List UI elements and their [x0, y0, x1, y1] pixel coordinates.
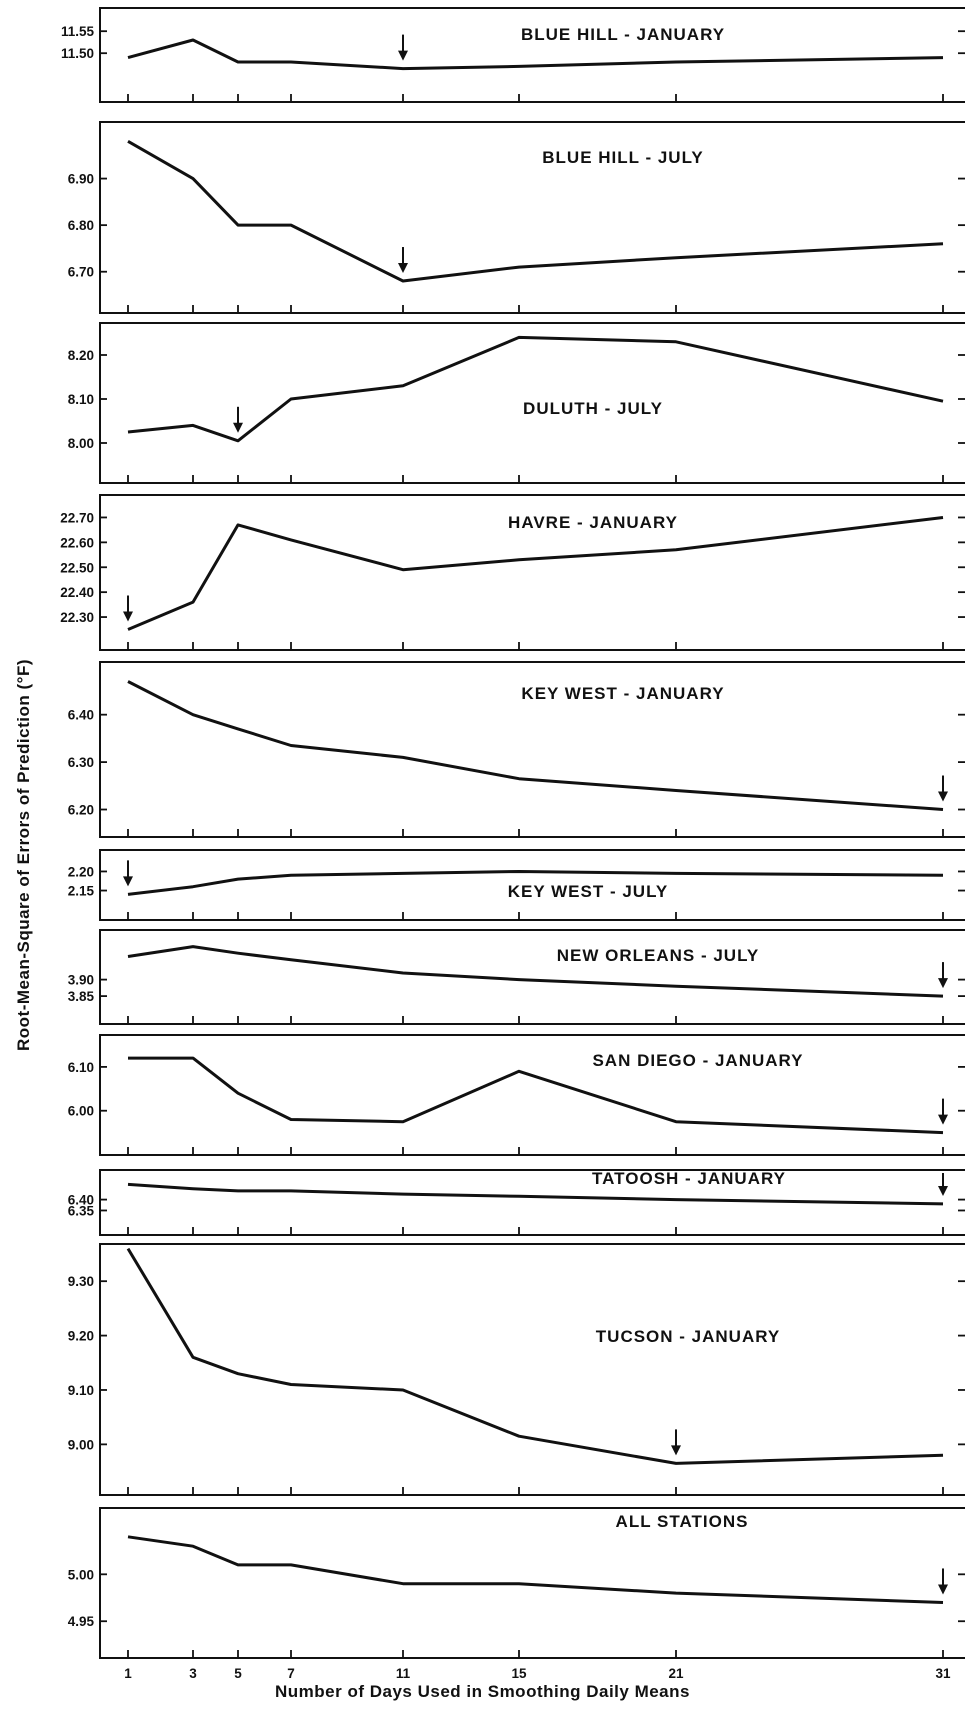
- panel-5: 6.40 6.30 6.20 KEY WEST - JANUARY: [68, 661, 965, 838]
- series-line: [127, 870, 944, 896]
- panel-4: 22.70 22.60 22.50 22.40 22.30 HAVRE - JANUARY: [60, 494, 965, 651]
- panel-title: TATOOSH - JANUARY: [592, 1169, 786, 1188]
- series-line: [126, 1247, 944, 1465]
- y-tick-label: 3.90: [68, 973, 94, 988]
- series-line: [127, 139, 944, 283]
- y-tick-label: 9.30: [68, 1274, 94, 1289]
- x-tick-label: 3: [189, 1666, 197, 1681]
- x-tick-label: 5: [234, 1666, 242, 1681]
- panel-title: BLUE HILL - JULY: [542, 148, 703, 167]
- min-marker-arrow-head: [938, 1114, 948, 1125]
- y-tick-label: 6.30: [68, 755, 94, 770]
- y-tick-label: 9.00: [68, 1437, 94, 1452]
- panel-frame: [99, 322, 965, 484]
- y-tick-label: 9.20: [68, 1329, 94, 1344]
- panel-frame: [99, 929, 965, 1025]
- y-tick-label: 11.50: [61, 46, 94, 61]
- x-axis-label: Number of Days Used in Smoothing Daily M…: [275, 1682, 690, 1701]
- y-tick-label: 3.85: [68, 989, 95, 1004]
- min-marker-arrow-head: [398, 263, 408, 274]
- series-line: [127, 1182, 944, 1206]
- y-tick-label: 6.10: [68, 1060, 94, 1075]
- x-tick-label: 21: [668, 1666, 684, 1681]
- series-line: [127, 38, 944, 71]
- min-marker-arrow-head: [938, 791, 948, 802]
- y-tick-label: 11.55: [61, 24, 95, 39]
- y-tick-label: 6.00: [68, 1104, 94, 1119]
- panel-frame: [99, 1507, 965, 1659]
- panel-title: KEY WEST - JANUARY: [521, 684, 724, 703]
- panel-frame: [99, 1169, 965, 1236]
- panel-frame: [99, 7, 965, 103]
- panel-2: 6.90 6.80 6.70 BLUE HILL - JULY: [68, 121, 965, 314]
- y-tick-label: 6.40: [68, 708, 94, 723]
- series-line: [128, 1056, 944, 1135]
- y-tick-label: 2.20: [68, 864, 94, 879]
- panel-8: 6.10 6.00 SAN DIEGO - JANUARY: [68, 1034, 965, 1156]
- y-tick-label: 8.10: [68, 392, 94, 407]
- y-tick-label: 22.40: [60, 585, 94, 600]
- panel-6: 2.20 2.15 KEY WEST - JULY: [68, 849, 965, 921]
- min-marker-arrow-head: [398, 50, 408, 61]
- min-marker-arrow-head: [938, 978, 948, 989]
- panel-9: 6.406.35 TATOOSH - JANUARY: [68, 1169, 965, 1236]
- panel-frame: [99, 121, 965, 314]
- panel-title: ALL STATIONS: [616, 1512, 749, 1531]
- series-line: [127, 945, 944, 998]
- y-tick-label: 6.40: [68, 1193, 94, 1208]
- series-line: [127, 516, 944, 631]
- panel-title: SAN DIEGO - JANUARY: [592, 1051, 803, 1070]
- y-tick-label: 8.20: [68, 348, 94, 363]
- panel-frame: [99, 849, 965, 921]
- y-tick-label: 22.30: [60, 610, 94, 625]
- min-marker-arrow-head: [938, 1185, 948, 1196]
- x-tick-label: 1: [124, 1666, 132, 1681]
- x-tick-label: 31: [935, 1666, 951, 1681]
- y-tick-label: 6.20: [68, 803, 94, 818]
- panel-title: DULUTH - JULY: [523, 399, 663, 418]
- y-tick-label: 9.10: [68, 1383, 94, 1398]
- y-tick-label: 6.35: [68, 1203, 95, 1218]
- panel-title: KEY WEST - JULY: [508, 882, 668, 901]
- panel-11: 5.00 4.95 ALL STATIONS: [68, 1507, 965, 1659]
- panel-title: BLUE HILL - JANUARY: [521, 25, 725, 44]
- panel-3: 8.20 8.10 8.00 DULUTH - JULY: [68, 322, 965, 484]
- min-marker-arrow-head: [233, 422, 243, 433]
- y-tick-label: 22.50: [60, 560, 94, 575]
- panel-title: TUCSON - JANUARY: [596, 1327, 780, 1346]
- panel-frame: [99, 494, 965, 651]
- y-tick-label: 8.00: [68, 436, 94, 451]
- min-marker-arrow-head: [123, 876, 133, 887]
- panel-7: 3.903.85 NEW ORLEANS - JULY: [68, 929, 965, 1025]
- panel-frame: [99, 661, 965, 838]
- series-line: [127, 335, 944, 443]
- panel-title: NEW ORLEANS - JULY: [557, 946, 760, 965]
- x-tick-label: 11: [396, 1666, 411, 1681]
- y-tick-label: 6.80: [68, 218, 94, 233]
- panel-title: HAVRE - JANUARY: [508, 513, 678, 532]
- y-tick-label: 22.60: [60, 535, 94, 550]
- min-marker-arrow-head: [938, 1584, 948, 1595]
- series-line: [127, 1535, 944, 1604]
- y-tick-label: 5.00: [68, 1567, 94, 1582]
- y-axis-label: Root-Mean-Square of Errors of Prediction…: [14, 659, 33, 1051]
- y-tick-label: 6.90: [68, 172, 94, 187]
- x-tick-label: 7: [287, 1666, 295, 1681]
- x-tick-label: 15: [511, 1666, 527, 1681]
- min-marker-arrow-head: [671, 1445, 681, 1456]
- y-tick-label: 4.95: [68, 1614, 95, 1629]
- series-line: [127, 680, 944, 811]
- panel-frame: [99, 1243, 965, 1496]
- y-tick-label: 6.70: [68, 265, 94, 280]
- min-marker-arrow-head: [123, 611, 133, 622]
- panel-1: 11.55 11.50 BLUE HILL - JANUARY: [61, 7, 965, 103]
- y-tick-label: 2.15: [68, 884, 95, 899]
- panel-frame: [99, 1034, 965, 1156]
- panel-10: 9.30 9.20 9.10 9.00 TUCSON - JANUARY: [68, 1243, 965, 1496]
- y-tick-label: 22.70: [60, 510, 94, 525]
